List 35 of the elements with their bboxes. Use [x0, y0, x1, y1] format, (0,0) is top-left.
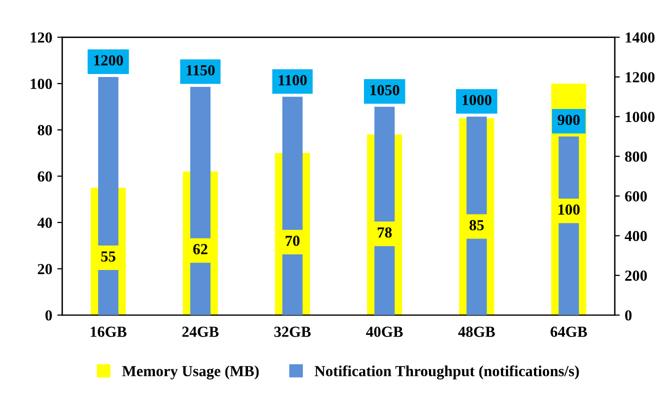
x-tick-label: 48GB	[458, 326, 495, 337]
y-tick-label: 100	[30, 78, 52, 90]
y2-tick-label: 600	[625, 191, 647, 202]
y2-tick-label: 0	[625, 310, 632, 321]
x-tick-label: 40GB	[366, 326, 403, 337]
y2-tick-label: 200	[625, 270, 647, 281]
x-tick-label: 64GB	[550, 326, 588, 337]
y2-tick-label: 800	[625, 151, 647, 162]
y-tick-label: 80	[38, 125, 52, 136]
data-label: 1100	[278, 75, 307, 86]
y2-tick-label: 1400	[626, 32, 655, 43]
legend-label: Memory Usage (MB)	[122, 366, 259, 380]
data-label: 85	[470, 220, 484, 230]
y2-tick-label: 400	[624, 230, 647, 242]
y2-tick-label: 1200	[626, 72, 655, 82]
y2-tick-label: 1000	[626, 112, 655, 122]
data-label: 1000	[462, 94, 492, 106]
data-label: 1050	[370, 84, 400, 96]
data-label: 70	[286, 236, 300, 246]
data-label: 900	[558, 114, 580, 126]
data-label: 1150	[186, 65, 215, 76]
y-tick-label: 60	[38, 171, 52, 182]
x-tick-label: 16GB	[90, 326, 127, 337]
data-label: 1200	[94, 55, 123, 66]
y-tick-label: 0	[45, 310, 52, 321]
legend-label: Notification Throughput (notifications/s)	[314, 365, 579, 380]
y-tick-label: 20	[38, 264, 52, 274]
data-label: 55	[101, 251, 116, 262]
y-tick-label: 120	[30, 32, 52, 43]
x-tick-label: 24GB	[182, 326, 219, 337]
y-tick-label: 40	[37, 218, 52, 228]
x-tick-label: 32GB	[274, 326, 311, 337]
data-label: 100	[558, 204, 580, 215]
data-label: 78	[378, 227, 392, 238]
data-label: 62	[193, 244, 208, 254]
